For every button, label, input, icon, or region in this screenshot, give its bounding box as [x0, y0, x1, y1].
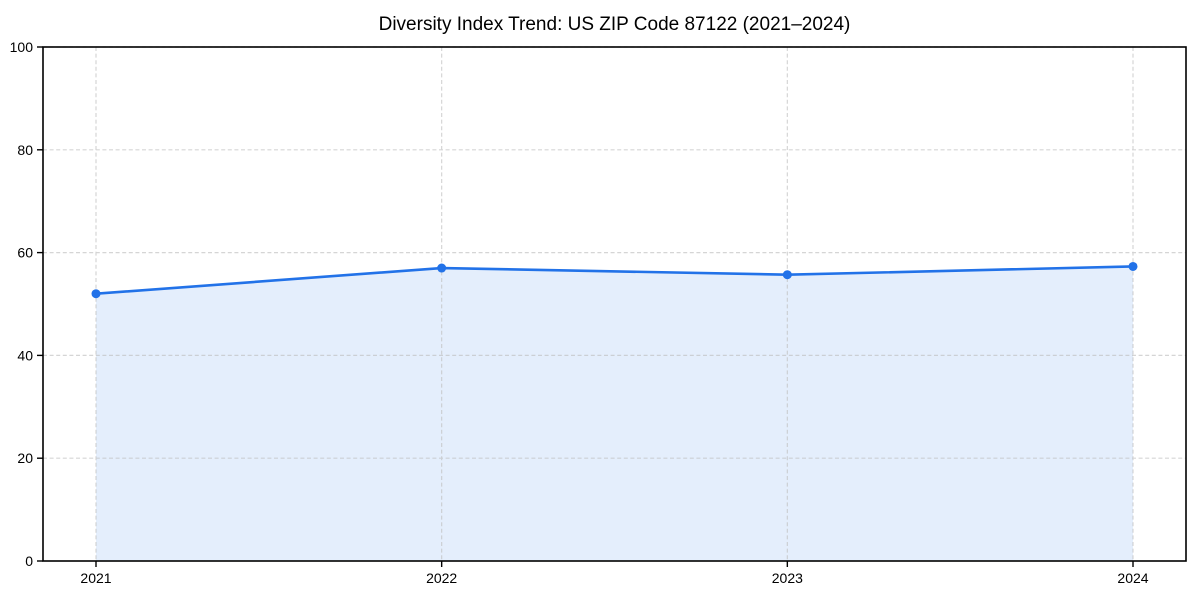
tick-labels: 0 20 40 60 80 100 2021 2022 2023 2024	[10, 39, 1149, 586]
y-tick-label: 80	[17, 142, 33, 158]
y-tick-label: 20	[17, 450, 33, 466]
x-tick-label: 2023	[772, 570, 803, 586]
y-tick-label: 40	[17, 347, 33, 363]
area-fill	[96, 266, 1133, 561]
trend-line	[94, 265, 1135, 296]
tick-marks	[37, 46, 1134, 567]
y-tick-label: 100	[10, 39, 34, 55]
x-tick-label: 2021	[80, 570, 111, 586]
y-tick-label: 60	[17, 245, 33, 261]
data-point-marker	[1128, 261, 1138, 271]
data-point-marker	[782, 270, 792, 280]
x-tick-label: 2024	[1117, 570, 1148, 586]
x-tick-label: 2022	[426, 570, 457, 586]
plot-frame	[42, 46, 1187, 562]
chart-title: Diversity Index Trend: US ZIP Code 87122…	[379, 14, 851, 35]
y-tick-label: 0	[25, 553, 33, 569]
data-point-marker	[91, 289, 101, 299]
data-point-marker	[437, 263, 447, 273]
